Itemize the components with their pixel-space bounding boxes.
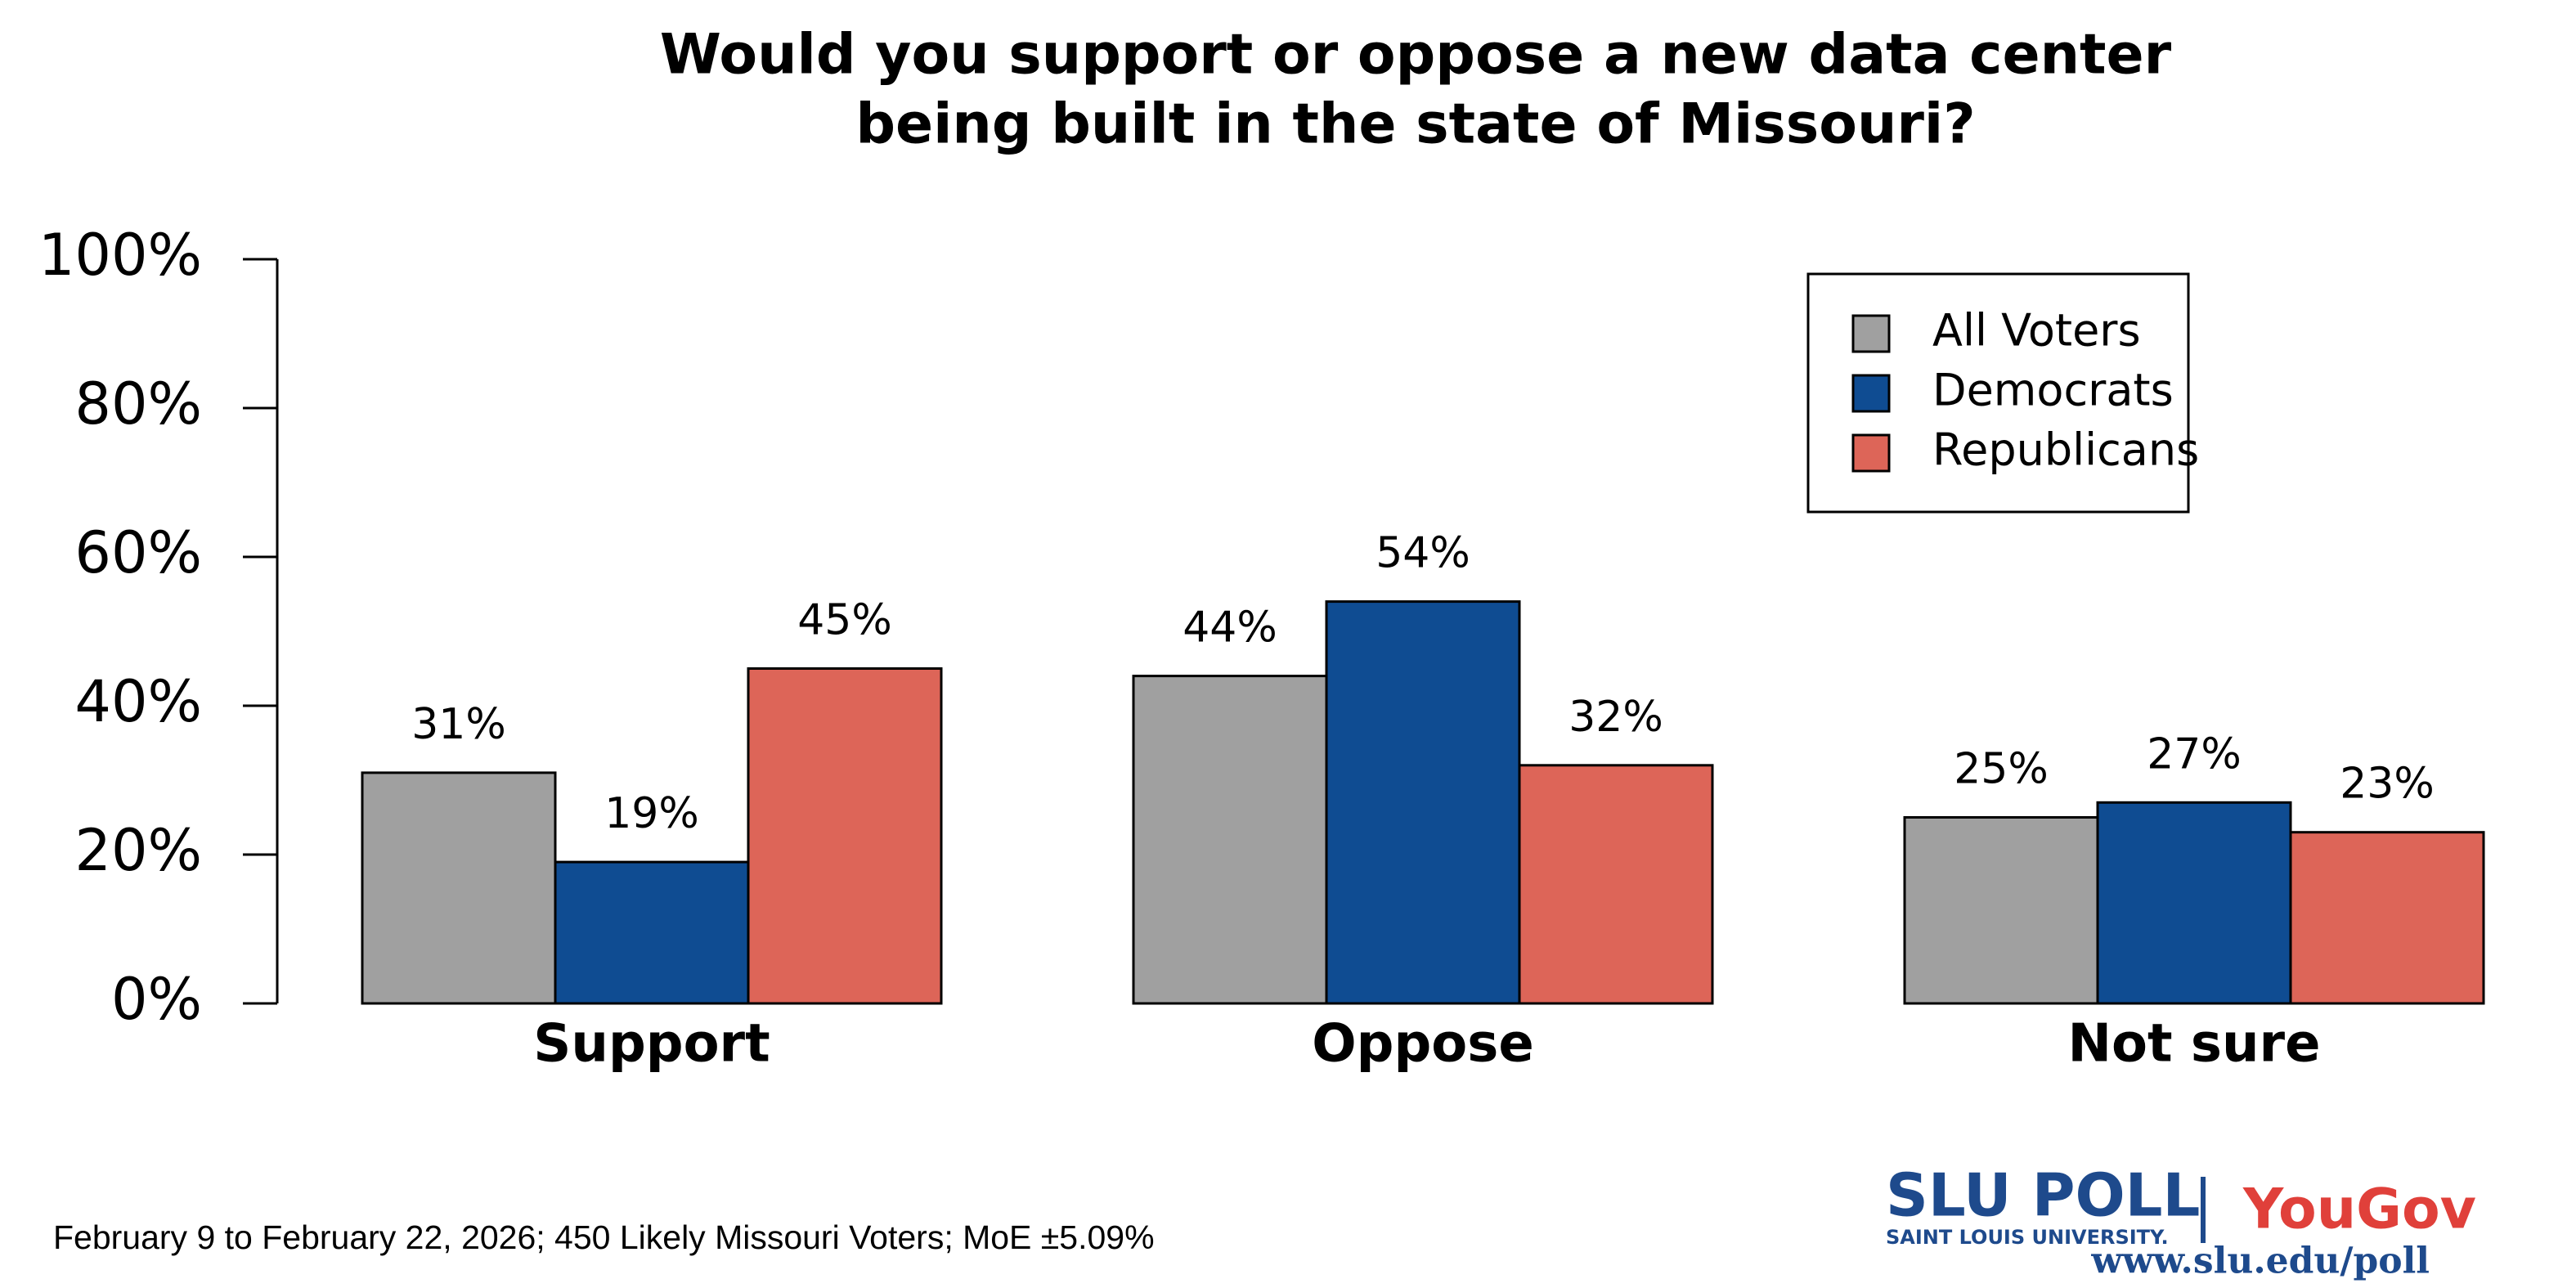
y-tick-label: 60% [74, 519, 202, 586]
x-tick-label: Support [533, 1014, 770, 1075]
value-label: 31% [411, 700, 506, 749]
value-label: 44% [1183, 604, 1277, 653]
value-label: 45% [797, 596, 892, 645]
footnote: February 9 to February 22, 2026; 450 Lik… [53, 1218, 1155, 1256]
legend-swatch [1851, 433, 1891, 473]
brand-url: www.slu.edu/poll [2090, 1241, 2430, 1282]
bar [747, 667, 943, 1005]
value-label: 27% [2147, 729, 2242, 779]
bar [554, 860, 750, 1005]
bar [2096, 801, 2292, 1005]
brand-university: SAINT LOUIS UNIVERSITY. [1886, 1226, 2169, 1249]
chart-title: being built in the state of Missouri? [855, 92, 1975, 157]
bar [1903, 816, 2099, 1005]
legend-label: All Voters [1932, 305, 2141, 357]
bar [1325, 600, 1521, 1005]
bar [361, 771, 557, 1005]
y-tick-label: 80% [74, 370, 202, 438]
bar [1132, 675, 1328, 1005]
brand-yougov: YouGov [2242, 1178, 2476, 1242]
value-label: 25% [1954, 745, 2049, 794]
x-tick-label: Oppose [1312, 1014, 1534, 1075]
bar [1518, 764, 1714, 1005]
value-label: 32% [1568, 693, 1663, 742]
x-tick-label: Not sure [2067, 1014, 2320, 1075]
legend-label: Democrats [1932, 365, 2174, 416]
brand-slu-poll: SLU POLL [1886, 1161, 2200, 1230]
y-tick-label: 40% [74, 668, 202, 735]
y-tick-label: 100% [38, 222, 202, 289]
legend-swatch [1851, 374, 1891, 413]
bar [2289, 831, 2485, 1005]
y-tick-label: 0% [111, 966, 202, 1033]
value-label: 54% [1376, 529, 1470, 578]
legend-swatch [1851, 314, 1891, 353]
chart-title: Would you support or oppose a new data c… [660, 23, 2172, 88]
y-tick-label: 20% [74, 817, 202, 884]
value-label: 23% [2340, 760, 2435, 809]
legend-label: Republicans [1932, 424, 2199, 476]
value-label: 19% [604, 789, 699, 838]
